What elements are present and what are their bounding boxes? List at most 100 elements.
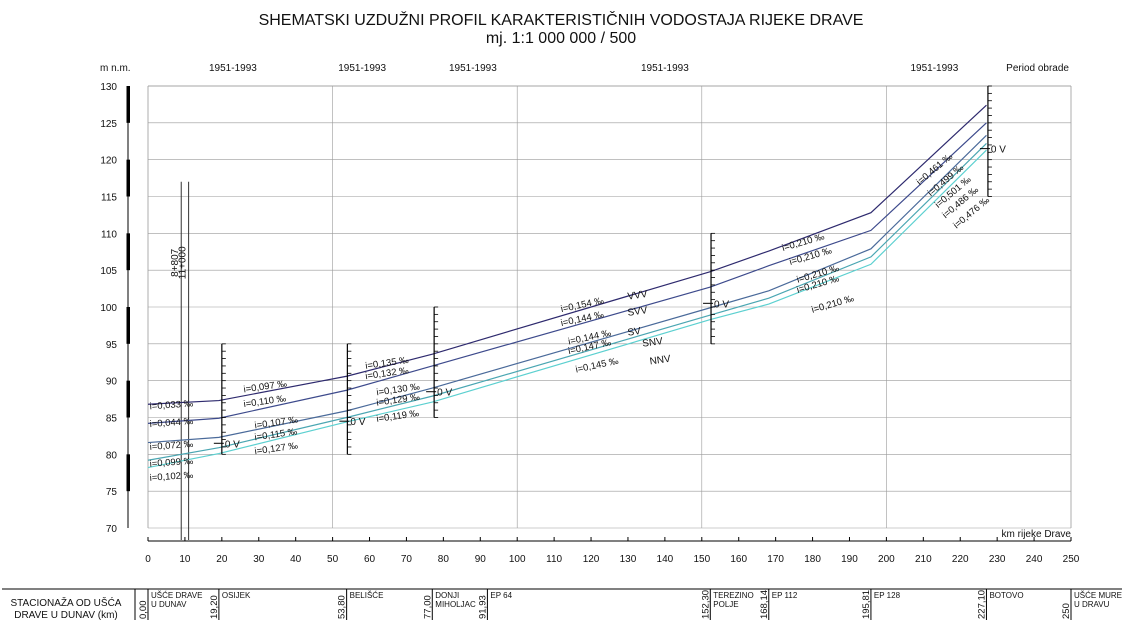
y-tick-label: 90 [106,377,118,388]
station-name: U DRAVU [1074,600,1110,609]
y-tick-label: 80 [106,450,118,461]
level-name-label: NNV [649,354,672,368]
x-axis-label: km rijeke Drave [1002,529,1072,540]
station-header-line1: STACIONAŽA OD UŠĆA [11,596,122,609]
x-tick-label: 110 [546,554,562,565]
station-km: 77,00 [422,595,433,619]
slope-label: i=0,033 ‰ [149,398,194,412]
x-tick-label: 80 [438,554,450,565]
gauge-zero-label: 0 V [991,145,1006,156]
y-tick-label: 120 [100,156,117,167]
x-tick-label: 220 [952,554,969,565]
y-tick-label: 125 [100,119,117,130]
level-line-sv [147,134,987,444]
x-tick-label: 250 [1063,554,1080,565]
x-tick-label: 20 [216,554,228,565]
y-tick-label: 110 [101,229,117,240]
slope-label: i=0,145 ‰ [575,356,620,376]
station-km: 53,80 [337,595,348,619]
station-name: OSIJEK [222,591,251,600]
station-name: POLJE [713,600,738,609]
level-line-svv [147,122,987,424]
x-tick-label: 210 [915,554,932,565]
station-header-line2: DRAVE U DUNAV (km) [14,610,118,621]
scale-block [126,159,130,197]
level-line-snv [147,143,987,461]
station-km: 0,00 [138,601,149,620]
gauge-zero-label: 0 V [437,388,452,399]
x-tick-label: 90 [475,554,487,565]
station-name: UŠĆE DRAVE [151,591,202,600]
station-km: 250 [1061,603,1072,619]
station-name: EP 128 [874,591,901,600]
level-line-nnv [147,149,987,469]
slope-label: i=0,210 ‰ [810,293,855,316]
slope-label: i=0,044 ‰ [149,416,194,430]
x-tick-label: 70 [401,554,413,565]
x-tick-label: 40 [290,554,302,565]
x-tick-label: 200 [878,554,895,565]
station-name: MIHOLJAC [435,600,476,609]
slope-label: i=0,072 ‰ [149,439,194,453]
x-tick-label: 140 [657,554,674,565]
station-name: UŠĆE MURE [1074,591,1122,600]
station-name: TEREZINO [713,591,753,600]
y-tick-label: 115 [101,193,117,204]
station-name: EP 112 [772,591,798,600]
x-tick-label: 50 [327,554,339,565]
x-tick-label: 190 [841,554,858,565]
period-label: 1951-1993 [910,63,958,74]
y-axis-label: m n.m. [100,63,131,74]
scale-block [126,233,130,271]
station-km: 168,14 [759,590,770,619]
period-label: 1951-1993 [338,63,386,74]
slope-label: i=0,099 ‰ [149,456,194,470]
y-tick-label: 75 [106,487,118,498]
scale-block [126,454,130,492]
x-tick-label: 170 [767,554,784,565]
scale-block [126,380,130,418]
level-name-label: SV [627,326,642,339]
diagram-subtitle: mj. 1:1 000 000 / 500 [485,30,637,47]
y-tick-label: 70 [106,524,118,535]
x-tick-label: 230 [989,554,1006,565]
gauge-zero-label: 0 V [714,299,729,310]
gauge-zero-label: 0 V [225,439,240,450]
diagram-title-block: SHEMATSKI UZDUŽNI PROFIL KARAKTERISTIČNI… [0,12,1122,48]
level-name-label: VVV [627,289,649,303]
slope-label: i=0,119 ‰ [376,408,420,425]
station-name: DONJI [435,591,459,600]
y-tick-label: 130 [100,82,117,93]
x-tick-label: 180 [804,554,821,565]
level-line-vvv [147,104,987,405]
period-label: 1951-1993 [209,63,257,74]
station-km: 195,81 [861,590,872,619]
bridge-label: 8+807 [170,248,181,277]
period-label: 1951-1993 [449,63,497,74]
x-tick-label: 30 [253,554,265,565]
period-label: 1951-1993 [641,63,689,74]
gauge-zero-label: 0 V [350,417,365,428]
station-km: 227,10 [976,590,987,619]
station-name: BELIŠĆE [350,591,384,600]
station-km: 152,30 [700,590,711,619]
level-name-label: SNV [642,336,664,350]
x-tick-label: 120 [583,554,600,565]
scale-block [126,86,130,123]
station-km: 19,20 [209,595,220,619]
station-name: BOTOVO [989,591,1023,600]
y-tick-label: 95 [106,340,118,351]
x-tick-label: 10 [179,554,191,565]
station-name: EP 64 [490,591,512,600]
y-tick-label: 105 [100,266,117,277]
station-km: 91,93 [477,595,488,619]
x-tick-label: 100 [509,554,526,565]
slope-label: i=0,102 ‰ [149,470,194,484]
scale-block [126,307,130,344]
x-tick-label: 160 [730,554,747,565]
x-tick-label: 60 [364,554,376,565]
bridge-label: 11+000 [178,246,189,279]
x-tick-label: 0 [145,554,151,565]
diagram-title: SHEMATSKI UZDUŽNI PROFIL KARAKTERISTIČNI… [258,12,864,29]
